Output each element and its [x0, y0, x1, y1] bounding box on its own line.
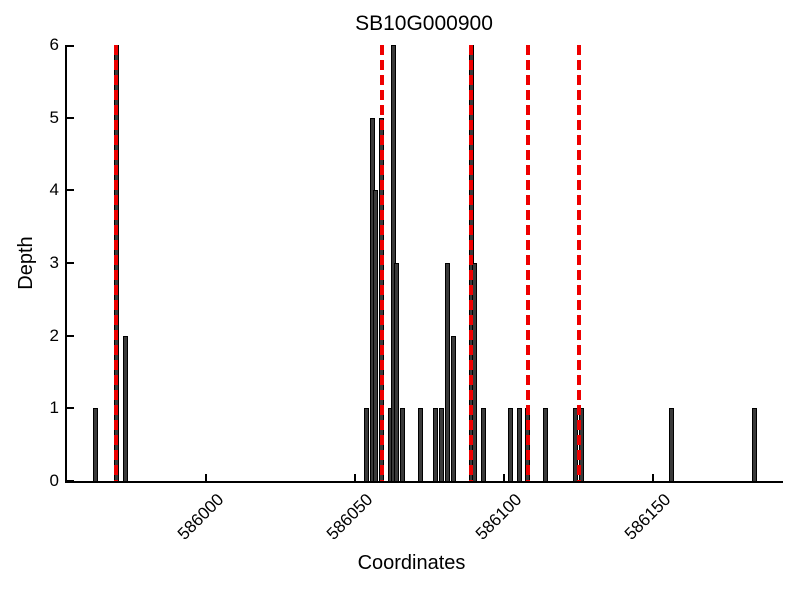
depth-bar	[432, 408, 438, 481]
y-axis-tick-label: 0	[49, 471, 59, 490]
marker-dashed-line	[576, 45, 581, 481]
y-axis-tick	[67, 262, 74, 264]
y-axis-tick-label: 5	[49, 107, 59, 127]
x-axis-tick	[353, 474, 356, 481]
depth-bar	[92, 408, 98, 481]
marker-dashed-line	[525, 45, 530, 481]
depth-bar	[364, 408, 370, 481]
depth-bar	[450, 336, 456, 481]
depth-bar	[444, 263, 450, 481]
chart-title: SB10G000900	[355, 12, 493, 35]
depth-bar	[668, 408, 674, 481]
depth-bar	[122, 336, 128, 481]
y-axis-tick	[67, 407, 74, 410]
depth-bar	[480, 408, 486, 481]
y-axis-tick-label: 6	[49, 35, 59, 54]
depth-bar	[394, 263, 400, 481]
depth-bar	[418, 408, 423, 481]
x-axis-tick	[503, 474, 506, 481]
y-axis-tick-label: 4	[49, 180, 59, 200]
y-axis-tick-label: 2	[49, 325, 59, 345]
marker-dashed-line	[114, 45, 119, 481]
y-axis-tick	[67, 480, 74, 482]
y-axis-tick-label: 3	[49, 253, 59, 272]
y-axis-tick	[67, 45, 74, 47]
y-axis-tick	[67, 334, 74, 337]
x-axis-label: Coordinates	[357, 552, 466, 574]
depth-bar	[516, 408, 522, 481]
y-axis-tick	[67, 189, 74, 192]
depth-bar	[400, 408, 406, 481]
marker-dashed-line	[469, 45, 474, 481]
depth-bar	[373, 190, 379, 481]
depth-bar	[543, 408, 549, 481]
plot-area	[65, 45, 783, 483]
depth-bar	[438, 408, 444, 481]
x-axis-tick	[204, 474, 207, 481]
x-axis-tick	[652, 474, 655, 481]
depth-bar	[752, 408, 758, 481]
y-axis-tick-label: 1	[49, 398, 59, 418]
marker-dashed-line	[379, 45, 384, 481]
depth-bar	[507, 408, 513, 481]
y-axis-tick	[67, 116, 74, 119]
